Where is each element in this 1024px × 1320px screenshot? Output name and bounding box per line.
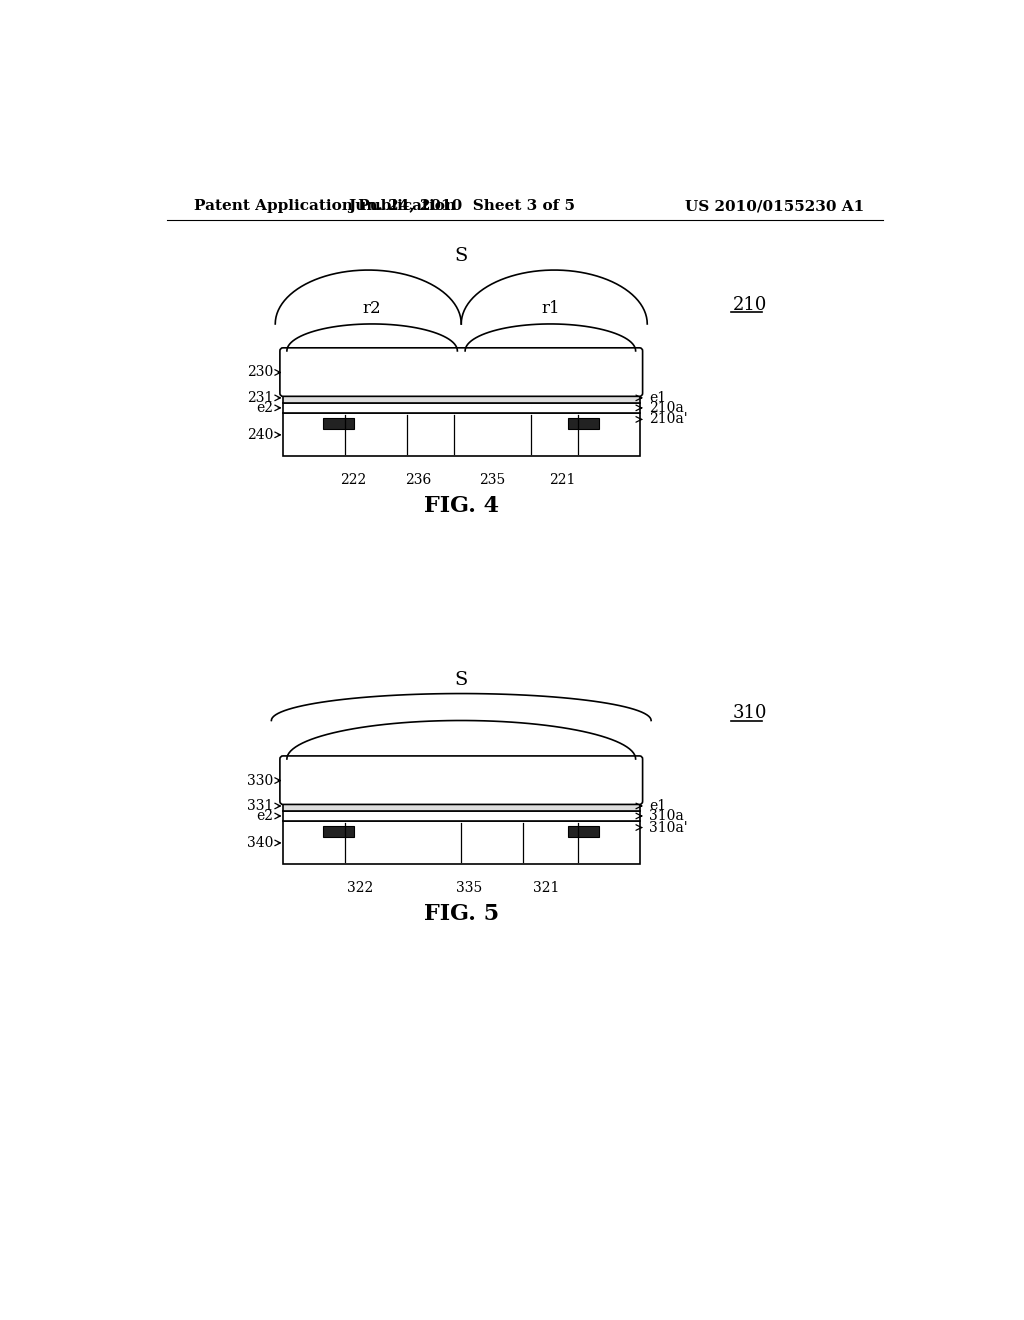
Text: US 2010/0155230 A1: US 2010/0155230 A1 bbox=[685, 199, 864, 213]
Bar bbox=[324, 826, 354, 837]
FancyBboxPatch shape bbox=[280, 348, 643, 396]
Text: 235: 235 bbox=[479, 473, 506, 487]
Text: e2: e2 bbox=[257, 809, 273, 822]
Bar bbox=[283, 801, 640, 812]
Text: FIG. 5: FIG. 5 bbox=[424, 903, 499, 925]
Text: 221: 221 bbox=[549, 473, 575, 487]
Text: Patent Application Publication: Patent Application Publication bbox=[194, 199, 456, 213]
Text: S: S bbox=[455, 247, 468, 265]
Bar bbox=[283, 821, 640, 863]
Text: 210a: 210a bbox=[649, 401, 684, 414]
Bar bbox=[568, 418, 599, 429]
Text: S: S bbox=[455, 671, 468, 689]
Text: 335: 335 bbox=[456, 880, 482, 895]
FancyBboxPatch shape bbox=[280, 756, 643, 804]
Bar bbox=[283, 812, 640, 821]
Text: 210: 210 bbox=[732, 296, 767, 314]
Text: 222: 222 bbox=[340, 473, 366, 487]
Text: 331: 331 bbox=[248, 799, 273, 813]
Text: e1: e1 bbox=[649, 391, 666, 405]
Text: FIG. 4: FIG. 4 bbox=[424, 495, 499, 516]
Text: 340: 340 bbox=[248, 836, 273, 850]
Text: 321: 321 bbox=[534, 880, 560, 895]
Bar bbox=[283, 413, 640, 455]
Text: 236: 236 bbox=[406, 473, 432, 487]
Text: 310a: 310a bbox=[649, 809, 684, 822]
Text: e2: e2 bbox=[257, 401, 273, 414]
Text: Jun. 24, 2010  Sheet 3 of 5: Jun. 24, 2010 Sheet 3 of 5 bbox=[348, 199, 574, 213]
Text: r1: r1 bbox=[541, 300, 560, 317]
Text: e1: e1 bbox=[649, 799, 666, 813]
Bar bbox=[283, 393, 640, 404]
Text: r2: r2 bbox=[362, 300, 381, 317]
Text: 240: 240 bbox=[248, 428, 273, 442]
Text: 310: 310 bbox=[732, 704, 767, 722]
Text: 310a': 310a' bbox=[649, 821, 687, 834]
Bar bbox=[324, 418, 354, 429]
Text: 330: 330 bbox=[248, 774, 273, 788]
Bar bbox=[568, 826, 599, 837]
Text: 322: 322 bbox=[347, 880, 374, 895]
Bar bbox=[283, 404, 640, 413]
Text: 231: 231 bbox=[248, 391, 273, 405]
Text: 210a': 210a' bbox=[649, 412, 687, 426]
Text: 230: 230 bbox=[248, 366, 273, 379]
